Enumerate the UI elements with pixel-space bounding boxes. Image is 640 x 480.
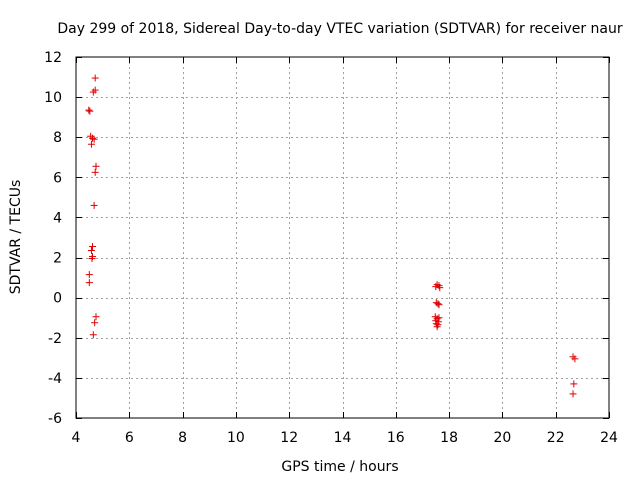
x-tick-label: 10 — [227, 430, 245, 446]
x-tick-label: 4 — [72, 430, 81, 446]
data-point — [85, 279, 93, 287]
data-point — [89, 331, 97, 339]
x-tick-label: 6 — [125, 430, 134, 446]
data-point — [434, 300, 442, 308]
plot-frame — [75, 56, 610, 419]
data-point — [85, 106, 93, 114]
data-point — [91, 168, 99, 176]
data-point — [432, 320, 440, 328]
y-tick-label: 6 — [53, 170, 62, 186]
y-tick-label: -2 — [48, 331, 62, 347]
data-point — [88, 255, 96, 263]
y-axis-label: SDTVAR / TECUs — [8, 180, 24, 295]
x-tick-label: 20 — [493, 430, 511, 446]
data-point — [435, 301, 443, 309]
y-tick-label: 0 — [53, 291, 62, 307]
data-point — [571, 355, 579, 363]
y-tick-label: 4 — [53, 210, 62, 226]
y-tick-labels: -6 -4 -2 0 2 4 6 8 10 12 — [44, 50, 62, 427]
x-tick-label: 22 — [547, 430, 565, 446]
y-tick-label: 8 — [53, 130, 62, 146]
y-tick-label: 2 — [53, 251, 62, 267]
data-point — [89, 134, 97, 142]
data-point — [436, 284, 444, 292]
data-points — [85, 74, 579, 398]
y-tick-label: -6 — [48, 411, 62, 427]
x-tick-label: 14 — [334, 430, 352, 446]
data-point — [569, 390, 577, 398]
data-point — [432, 283, 440, 291]
x-axis-label: GPS time / hours — [281, 459, 398, 475]
data-point — [433, 323, 441, 331]
x-tick-label: 18 — [440, 430, 458, 446]
data-point — [90, 201, 98, 209]
data-point — [91, 74, 99, 82]
data-point — [86, 107, 94, 115]
x-tick-label: 24 — [600, 430, 618, 446]
chart-title: Day 299 of 2018, Sidereal Day-to-day VTE… — [57, 21, 623, 37]
y-tick-label: 10 — [44, 90, 62, 106]
data-point — [87, 247, 95, 255]
data-point — [89, 88, 97, 96]
data-point — [91, 319, 99, 327]
y-tick-label: 12 — [44, 50, 62, 66]
y-tick-label: -4 — [48, 371, 62, 387]
x-tick-labels: 4 6 8 10 12 14 16 18 20 22 24 — [72, 430, 618, 446]
data-point — [92, 162, 100, 170]
data-point — [90, 135, 98, 143]
grid-lines — [76, 57, 609, 418]
data-point — [87, 140, 95, 148]
data-point — [85, 271, 93, 279]
data-point — [92, 313, 100, 321]
data-point — [570, 380, 578, 388]
x-tick-label: 16 — [387, 430, 405, 446]
data-point — [89, 243, 97, 251]
x-tick-label: 12 — [280, 430, 298, 446]
x-tick-label: 8 — [178, 430, 187, 446]
